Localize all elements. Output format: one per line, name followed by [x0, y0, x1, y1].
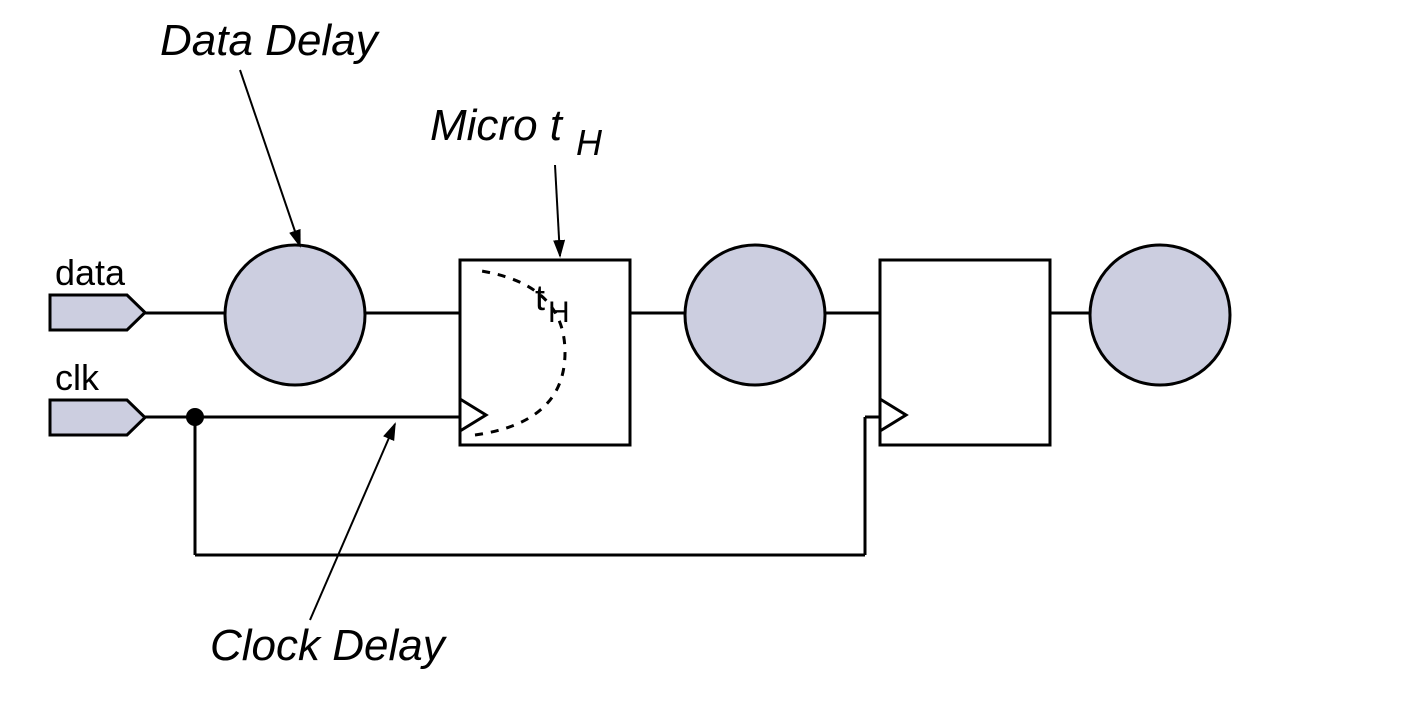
delay-circle-3: [1090, 245, 1230, 385]
data-delay-text: Data Delay: [160, 16, 381, 65]
delay-circle-1: [225, 245, 365, 385]
clk-junction: [186, 408, 204, 426]
delay-circle-2: [685, 245, 825, 385]
callout-data-delay: [240, 70, 300, 246]
clk-port-text: clk: [55, 357, 100, 398]
callout-clock-delay: [310, 424, 395, 620]
data-port: [50, 295, 145, 330]
th-sub-text: H: [548, 296, 570, 329]
micro-th-sub-text: H: [576, 122, 603, 163]
data-port-text: data: [55, 252, 126, 293]
callout-micro-th: [555, 165, 560, 256]
register-2: [880, 260, 1050, 445]
clk-port: [50, 400, 145, 435]
micro-th-text: Micro t: [430, 101, 564, 150]
th-text: t: [535, 277, 545, 318]
clock-delay-text: Clock Delay: [210, 621, 448, 670]
